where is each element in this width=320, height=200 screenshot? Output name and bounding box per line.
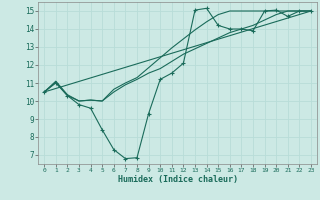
X-axis label: Humidex (Indice chaleur): Humidex (Indice chaleur) — [118, 175, 238, 184]
